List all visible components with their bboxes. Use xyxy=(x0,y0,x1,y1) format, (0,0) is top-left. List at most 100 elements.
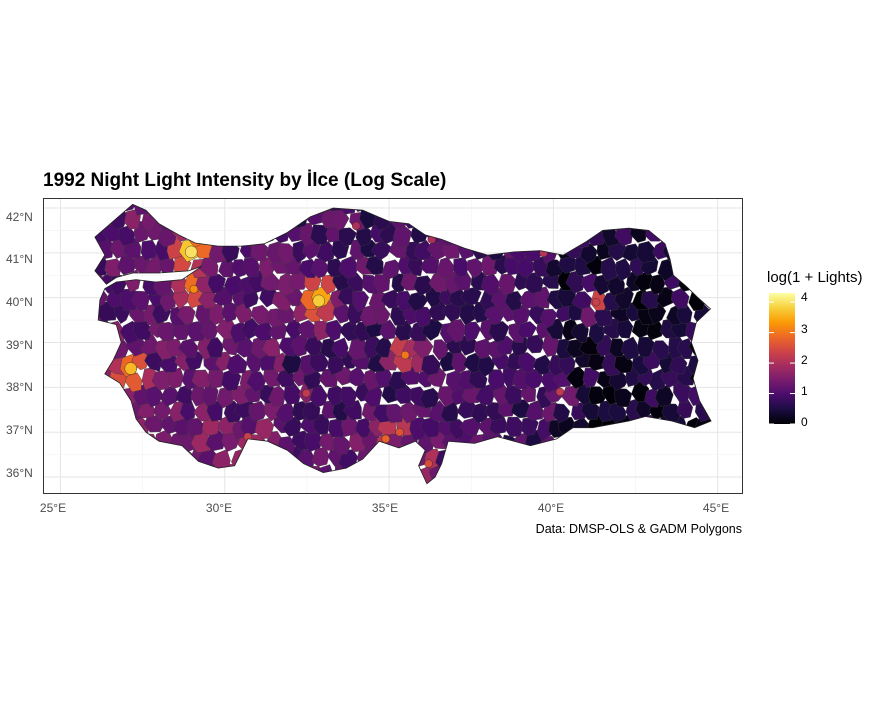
district-polygon xyxy=(241,480,261,484)
district-polygon xyxy=(699,480,712,484)
district-polygon xyxy=(97,459,119,484)
district-polygon xyxy=(103,385,122,408)
district-polygon xyxy=(623,206,643,229)
district-polygon xyxy=(519,204,538,211)
district-polygon xyxy=(413,240,434,261)
district-polygon xyxy=(94,383,114,404)
district-polygon xyxy=(122,430,145,451)
district-polygon xyxy=(106,417,125,437)
district-polygon xyxy=(525,209,547,231)
district-polygon xyxy=(628,480,648,484)
district-polygon xyxy=(241,204,262,212)
district-hotspot xyxy=(352,221,361,231)
district-polygon xyxy=(695,431,712,451)
district-polygon xyxy=(536,204,556,215)
district-polygon xyxy=(98,335,117,355)
district-polygon xyxy=(504,291,524,311)
district-polygon xyxy=(505,416,524,438)
district-polygon xyxy=(671,287,690,309)
district-polygon xyxy=(621,336,641,361)
district-polygon xyxy=(286,477,304,484)
district-polygon xyxy=(246,371,267,393)
district-polygon xyxy=(539,308,558,329)
district-polygon xyxy=(464,204,483,212)
district-polygon xyxy=(150,466,170,484)
district-polygon xyxy=(657,482,677,484)
x-tick-label: 35°E xyxy=(371,501,399,515)
district-polygon xyxy=(391,445,411,465)
district-polygon xyxy=(421,354,441,376)
district-polygon xyxy=(641,482,660,484)
district-polygon xyxy=(504,224,524,248)
district-polygon xyxy=(414,306,433,328)
district-polygon xyxy=(545,204,565,212)
district-polygon xyxy=(552,403,571,424)
district-polygon xyxy=(100,431,120,454)
district-polygon xyxy=(484,208,503,228)
district-polygon xyxy=(614,387,633,408)
district-polygon xyxy=(490,226,511,245)
district-polygon xyxy=(464,448,484,469)
y-tick-label: 40°N xyxy=(6,295,33,309)
district-polygon xyxy=(369,478,388,484)
district-polygon xyxy=(419,387,441,409)
district-polygon xyxy=(533,227,553,247)
district-polygon xyxy=(708,238,712,261)
district-polygon xyxy=(270,220,290,244)
district-polygon xyxy=(94,256,99,278)
district-polygon xyxy=(379,319,397,340)
district-polygon xyxy=(194,210,214,231)
district-polygon xyxy=(544,445,564,469)
district-polygon xyxy=(690,208,708,229)
district-polygon xyxy=(648,430,667,453)
district-polygon xyxy=(517,321,537,339)
y-tick-label: 41°N xyxy=(6,252,33,266)
district-polygon xyxy=(521,449,540,471)
district-polygon xyxy=(471,238,488,260)
district-polygon xyxy=(621,243,641,262)
district-polygon xyxy=(326,385,346,407)
district-polygon xyxy=(557,479,578,484)
district-polygon xyxy=(75,417,93,437)
district-polygon xyxy=(671,221,688,245)
district-polygon xyxy=(708,462,712,484)
district-polygon xyxy=(258,445,279,468)
district-polygon xyxy=(163,480,180,484)
district-polygon xyxy=(680,463,699,484)
district-polygon xyxy=(432,339,450,361)
district-polygon xyxy=(488,321,510,343)
x-tick-label: 25°E xyxy=(39,501,67,515)
district-polygon xyxy=(339,386,358,407)
district-hotspot xyxy=(400,350,410,360)
district-polygon xyxy=(94,367,102,388)
district-polygon xyxy=(687,204,704,215)
district-polygon xyxy=(442,206,461,231)
district-hotspot xyxy=(539,248,548,258)
y-tick-label: 39°N xyxy=(6,338,33,352)
district-polygon xyxy=(312,477,334,484)
district-polygon xyxy=(254,478,276,484)
district-polygon xyxy=(539,209,560,230)
district-polygon xyxy=(681,222,701,245)
district-polygon xyxy=(504,385,523,406)
district-polygon xyxy=(278,206,297,228)
district-polygon xyxy=(402,462,420,483)
district-polygon xyxy=(312,204,332,214)
district-polygon xyxy=(664,461,684,484)
district-polygon xyxy=(683,482,703,484)
district-polygon xyxy=(248,400,268,422)
district-hotspot xyxy=(395,428,404,437)
district-polygon xyxy=(696,253,712,275)
district-polygon xyxy=(561,226,580,248)
district-hotspot xyxy=(124,362,137,375)
district-polygon xyxy=(641,447,662,467)
district-polygon xyxy=(94,448,110,469)
district-polygon xyxy=(271,204,288,211)
district-polygon xyxy=(669,449,690,470)
district-polygon xyxy=(581,433,602,454)
district-polygon xyxy=(505,478,524,484)
district-polygon xyxy=(246,449,265,473)
district-polygon xyxy=(110,432,129,455)
district-polygon xyxy=(289,463,309,484)
district-polygon xyxy=(519,224,538,245)
